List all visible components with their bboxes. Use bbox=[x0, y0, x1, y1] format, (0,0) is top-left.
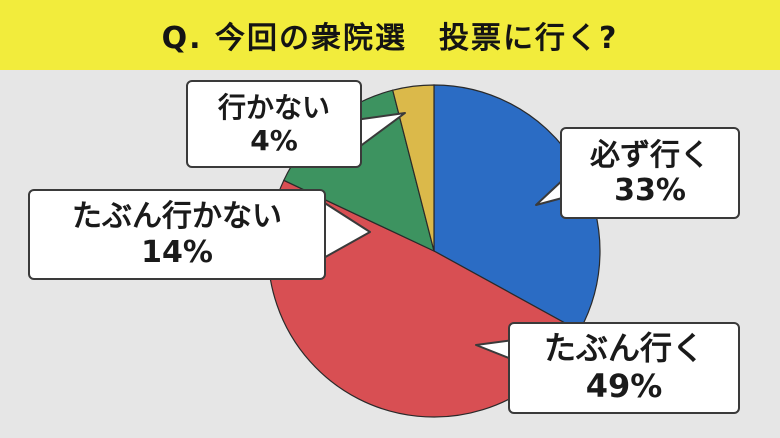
chart-title: Q. 今回の衆院選 投票に行く? bbox=[161, 21, 619, 56]
callout-probably-wont-go: たぶん行かない 14% bbox=[28, 189, 326, 280]
pie-slice-wont-go bbox=[391, 84, 435, 252]
title-bar: Q. 今回の衆院選 投票に行く? bbox=[0, 0, 780, 70]
slice-label-probably-go: たぶん行く bbox=[543, 329, 704, 368]
slice-label-wont-go: 行かない bbox=[217, 90, 330, 124]
slice-label-probably-wont-go: たぶん行かない bbox=[72, 199, 282, 235]
callout-definitely-go: 必ず行く 33% bbox=[560, 127, 740, 219]
callout-probably-go: たぶん行く 49% bbox=[508, 322, 740, 414]
slice-label-definitely-go: 必ず行く bbox=[590, 137, 710, 173]
slice-value-probably-go: 49% bbox=[585, 367, 663, 405]
slice-value-probably-wont-go: 14% bbox=[141, 234, 213, 270]
slice-value-wont-go: 4% bbox=[250, 124, 298, 157]
callout-wont-go: 行かない 4% bbox=[186, 80, 362, 168]
slice-value-definitely-go: 33% bbox=[614, 173, 686, 208]
